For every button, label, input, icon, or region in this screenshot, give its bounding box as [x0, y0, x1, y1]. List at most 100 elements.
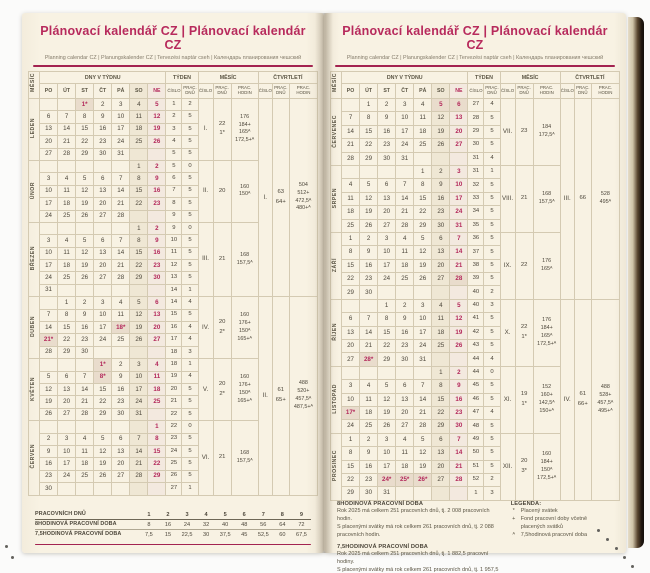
day-cell: 21 [75, 395, 95, 409]
day-name-header: ÚT [359, 83, 379, 99]
day-name-header: PO [39, 83, 59, 99]
day-cell: 23 [377, 138, 397, 153]
empty-day-cell [449, 352, 469, 367]
week-row: 21 22 23 24 25 26 27 30 5 [331, 138, 620, 153]
day-cell: 10 [395, 111, 415, 126]
day-name-header: ČT [395, 83, 415, 99]
day-cell: 19 [93, 457, 113, 471]
empty-day-cell [57, 283, 77, 298]
day-cell: 22 [129, 259, 149, 273]
week-number: 38 [467, 258, 485, 274]
month-numeral: XII. [499, 432, 516, 501]
day-cell: 29 [359, 151, 379, 166]
day-cell: 20 [431, 258, 451, 274]
day-cell: 25 [57, 271, 77, 285]
day-cell: 19 [75, 197, 95, 211]
week-row: 2 3 4 5 6 7 8 23 5 [29, 432, 318, 446]
week-number: 5 [165, 147, 183, 161]
day-cell: 4 [395, 432, 415, 448]
week-working-days: 5 [181, 122, 199, 137]
week-number: 2 [165, 110, 183, 124]
day-cell: 22 [359, 138, 379, 153]
week-working-days: 5 [181, 308, 199, 323]
day-cell: 26 [39, 407, 59, 422]
day-cell: 14 [111, 246, 131, 261]
empty-day-cell [359, 164, 379, 180]
day-cell: 25 [413, 138, 433, 153]
day-cell: 26 [413, 272, 433, 287]
day-cell: 15 [341, 459, 361, 474]
quarter-working-days: 61 65+ [271, 296, 290, 496]
day-cell: 4 [129, 97, 149, 112]
sub-header: PRAC. DNŮ [212, 83, 232, 99]
week-row: 17 18 19 20 21 22 23 12 5 [29, 259, 318, 273]
day-cell: 8 [129, 234, 149, 248]
day-cell: 2 [377, 97, 397, 113]
spacer [22, 496, 324, 511]
day-cell: 8 [413, 178, 433, 193]
day-cell: 1 [341, 231, 361, 247]
day-cell: 27 [39, 147, 59, 161]
day-cell: 7 [395, 178, 415, 193]
empty-day-cell [395, 365, 415, 381]
week-number: 19 [165, 370, 183, 385]
quarter-numeral: IV. [559, 298, 575, 501]
day-cell: 19 [413, 258, 433, 274]
day-cell: 18 [57, 197, 77, 211]
quarter-numeral: III. [559, 98, 575, 300]
day-cell: 29 [377, 352, 397, 367]
month-working-days: 20 [212, 159, 232, 223]
month-working-days: 23 [514, 98, 534, 166]
day-cell: 16 [93, 122, 113, 137]
month-column-header: MĚSÍC [27, 71, 41, 99]
month-working-days: 20 2* [212, 358, 232, 422]
day-cell: 18 [75, 457, 95, 471]
day-cell: 23 [39, 469, 59, 484]
month-name: ÚNOR [27, 159, 41, 223]
week-row: BŘEZEN 1 2 9 0 III. 21 168 157,5ᴬ [27, 221, 318, 298]
day-cell: 3 [111, 97, 131, 112]
day-cell: 3 [57, 432, 77, 446]
day-cell: 9 [75, 308, 95, 323]
empty-day-cell [111, 283, 131, 298]
day-cell: 8 [75, 110, 95, 124]
month-name: ČERVENEC [329, 98, 343, 166]
week-number: 17 [165, 333, 183, 347]
day-cell: 13 [147, 308, 167, 323]
day-cell: 11 [57, 246, 77, 261]
legend-item: + Fond pracovní doby včetně placených sv… [511, 516, 613, 532]
week-working-days: 5 [181, 110, 199, 124]
day-cell: 21 [395, 205, 415, 220]
day-cell: 25 [111, 333, 131, 347]
week-working-days: 5 [483, 231, 501, 247]
day-cell: 13 [341, 325, 361, 341]
week-row: 11 12 13 14 15 16 17 33 5 [331, 191, 620, 207]
day-cell: 18 [341, 205, 361, 220]
empty-day-cell [111, 159, 131, 174]
day-cell: 25 [75, 469, 95, 484]
day-cell: 15 [341, 258, 361, 274]
week-working-days: 5 [181, 469, 199, 484]
week-row: 13 14 15 16 17 18 19 3 5 [29, 122, 318, 137]
empty-day-cell [57, 482, 77, 496]
week-row: 6 7 8 9 10 11 12 41 5 [331, 312, 620, 327]
week-working-days: 5 [483, 446, 501, 461]
month-numeral: VIII. [499, 164, 516, 233]
sub-header: PRAC. HODIN [288, 83, 319, 99]
week-row: 17* 18 19 20 21 22 23 47 4 [331, 405, 620, 421]
day-cell: 26 [147, 135, 167, 149]
summary-value: 15 [164, 531, 172, 538]
day-cell: 4 [413, 97, 433, 113]
calendar-table-jan-jun: MĚSÍC DNY V TÝDNU TÝDEN MĚSÍC ČTVRTLETÍ PO ÚT S… [27, 71, 319, 496]
day-cell: 4 [111, 296, 131, 310]
day-cell: 18 [129, 122, 149, 137]
day-cell: 20 [147, 321, 167, 335]
week-row: 20 21 22 23 24 25 26 4 5 [29, 135, 318, 149]
day-cell: 18 [395, 459, 415, 474]
day-cell: 21 [111, 197, 131, 211]
week-working-days: 4 [181, 321, 199, 335]
empty-day-cell [449, 285, 469, 300]
week-number: 11 [165, 246, 183, 261]
header-sub-row: PO ÚT ST ČT PÁ SO NE ČÍSLO PRAC. DNŮ ČÍSLO PRAC. DNŮ… [29, 83, 319, 99]
week-working-days: 4 [483, 97, 501, 113]
